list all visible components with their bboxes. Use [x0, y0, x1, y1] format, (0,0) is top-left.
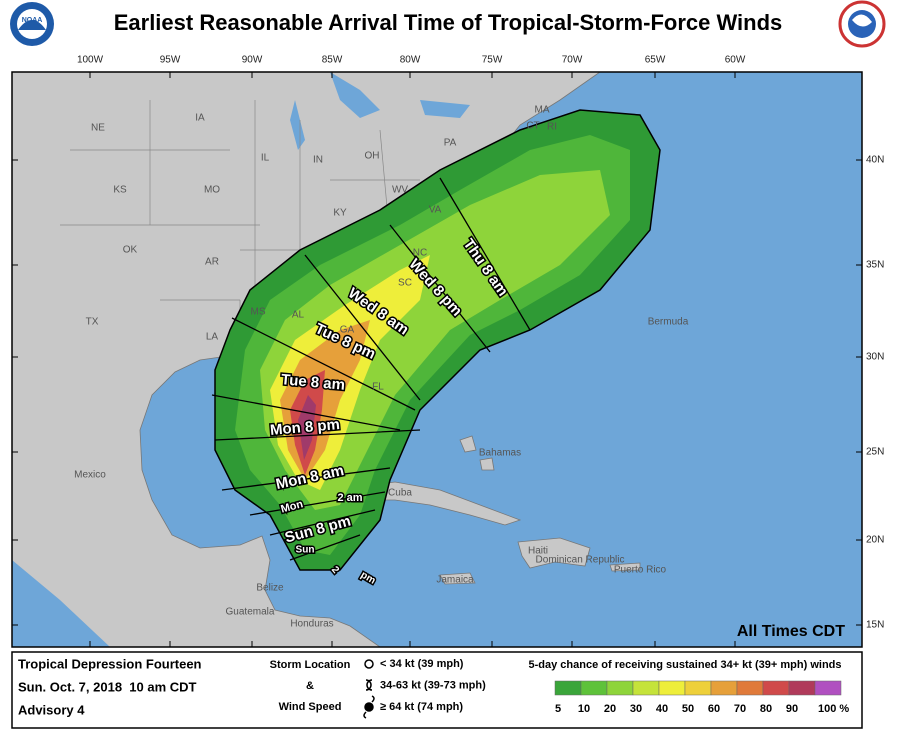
ocean-cuts [12, 72, 470, 647]
place-label: Mexico [74, 470, 106, 481]
place-label: Jamaica [436, 575, 474, 586]
scale-label: 5 [555, 703, 561, 715]
scale-label: 70 [734, 703, 746, 715]
place-label: OH [365, 151, 380, 162]
place-label: PA [444, 138, 457, 149]
place-label: Guatemala [226, 607, 275, 618]
place-label: Belize [256, 583, 284, 594]
scale-label: 20 [604, 703, 616, 715]
place-label: RI [547, 122, 557, 133]
arrival-time-label: Sun [296, 545, 315, 556]
scale-label: 80 [760, 703, 772, 715]
graticule [12, 72, 862, 647]
scale-swatch [762, 680, 790, 696]
place-label: IL [261, 153, 270, 164]
latitude-label: 15N [866, 620, 884, 631]
place-label: Honduras [290, 619, 333, 630]
scale-swatch [554, 680, 582, 696]
place-label: MA [535, 105, 550, 116]
scale-label: 50 [682, 703, 694, 715]
place-label: MO [204, 185, 220, 196]
key-item: ≥ 64 kt (74 mph) [380, 701, 463, 713]
place-label: GA [340, 325, 355, 336]
place-label: Bermuda [648, 317, 689, 328]
place-label: CT [526, 121, 539, 132]
place-label: IA [195, 113, 205, 124]
latitude-label: 35N [866, 260, 884, 271]
key-item: 34-63 kt (39-73 mph) [380, 679, 486, 691]
advisory: Advisory 4 [18, 702, 85, 717]
storm-name: Tropical Depression Fourteen [18, 656, 202, 671]
scale-swatch [632, 680, 660, 696]
longitude-label: 80W [400, 55, 421, 66]
place-label: FL [372, 382, 384, 393]
latitude-label: 30N [866, 352, 884, 363]
scale-title: 5-day chance of receiving sustained 34+ … [529, 659, 842, 671]
place-label: TX [86, 317, 99, 328]
place-label: MS [251, 307, 266, 318]
scale-label: 30 [630, 703, 642, 715]
place-label: KS [113, 185, 127, 196]
place-label: SC [398, 278, 412, 289]
longitude-label: 60W [725, 55, 746, 66]
issued-time: Sun. Oct. 7, 2018 10 am CDT [18, 679, 197, 694]
latitude-label: 40N [866, 155, 884, 166]
longitude-label: 75W [482, 55, 503, 66]
place-label: AR [205, 257, 219, 268]
scale-label: 60 [708, 703, 720, 715]
scale-label: 90 [786, 703, 798, 715]
scale-swatch [814, 680, 842, 696]
longitude-label: 100W [77, 55, 104, 66]
place-label: Dominican Republic [536, 555, 625, 566]
logo-text: NOAA [22, 17, 43, 24]
place-label: WV [392, 185, 408, 196]
scale-label: 100 % [818, 703, 849, 715]
noaa-logo: NOAA [10, 2, 54, 46]
place-label: Cuba [388, 488, 412, 499]
place-label: Puerto Rico [614, 565, 667, 576]
scale-swatch [684, 680, 712, 696]
longitude-label: 90W [242, 55, 263, 66]
latitude-label: 20N [866, 535, 884, 546]
longitude-label: 65W [645, 55, 666, 66]
title: Earliest Reasonable Arrival Time of Trop… [114, 10, 783, 35]
place-label: IN [313, 155, 323, 166]
arrival-time-label: 2 am [337, 492, 362, 504]
place-label: LA [206, 332, 219, 343]
scale-label: 10 [578, 703, 590, 715]
place-label: VA [429, 205, 442, 216]
place-label: NC [413, 248, 427, 259]
probability-cone [214, 109, 661, 571]
place-label: Haiti [528, 546, 548, 557]
time-lines [211, 177, 531, 561]
time-zone-note: All Times CDT [737, 623, 845, 640]
place-label: KY [333, 208, 347, 219]
place-label: NE [91, 123, 105, 134]
scale-swatch [606, 680, 634, 696]
longitude-label: 70W [562, 55, 583, 66]
longitude-label: 95W [160, 55, 181, 66]
key-symbols [363, 659, 375, 719]
place-label: Bahamas [479, 448, 521, 459]
nws-logo [838, 0, 886, 48]
key-item: < 34 kt (39 mph) [380, 658, 464, 670]
key-amp: & [306, 680, 314, 692]
longitude-label: 85W [322, 55, 343, 66]
scale-swatch [658, 680, 686, 696]
latitude-label: 25N [866, 447, 884, 458]
place-label: OK [123, 245, 138, 256]
key-title: Wind Speed [279, 701, 342, 713]
scale-label: 40 [656, 703, 668, 715]
scale-swatch [710, 680, 738, 696]
scale-swatch [736, 680, 764, 696]
scale-swatch [788, 680, 816, 696]
place-label: AL [292, 310, 305, 321]
key-title: Storm Location [270, 659, 351, 671]
scale-swatch [580, 680, 608, 696]
map-frame [11, 71, 863, 648]
